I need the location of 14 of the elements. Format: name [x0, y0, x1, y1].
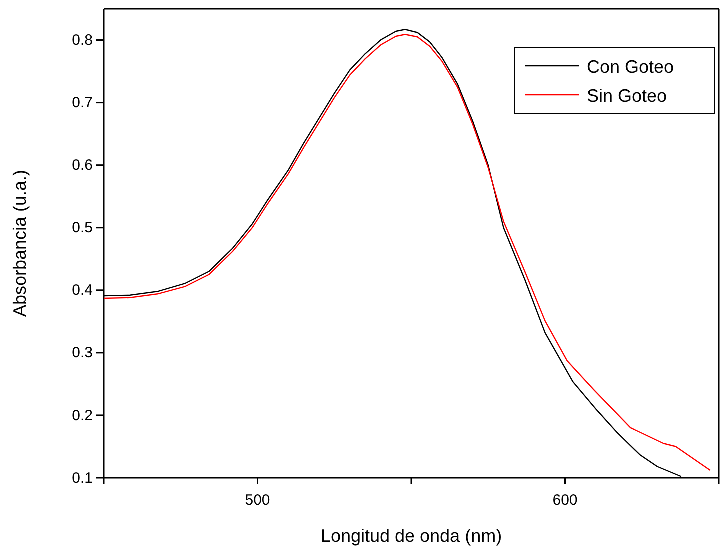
y-tick-label: 0.4 [72, 282, 93, 300]
legend-label: Sin Goteo [587, 86, 668, 106]
y-tick-label: 0.5 [72, 220, 93, 237]
y-tick-label: 0.2 [72, 407, 93, 424]
y-tick-label: 0.3 [72, 344, 93, 362]
y-tick-label: 0.6 [72, 157, 93, 174]
y-tick-label: 0.1 [72, 470, 93, 487]
y-tick-label: 0.8 [72, 32, 93, 50]
legend-label: Con Goteo [587, 57, 674, 77]
x-tick-label: 600 [552, 492, 578, 509]
y-axis-title: Absorbancia (u.a.) [10, 170, 30, 318]
x-tick-label: 500 [245, 492, 270, 509]
y-tick-label: 0.7 [72, 94, 93, 112]
x-axis-title: Longitud de onda (nm) [320, 526, 502, 546]
